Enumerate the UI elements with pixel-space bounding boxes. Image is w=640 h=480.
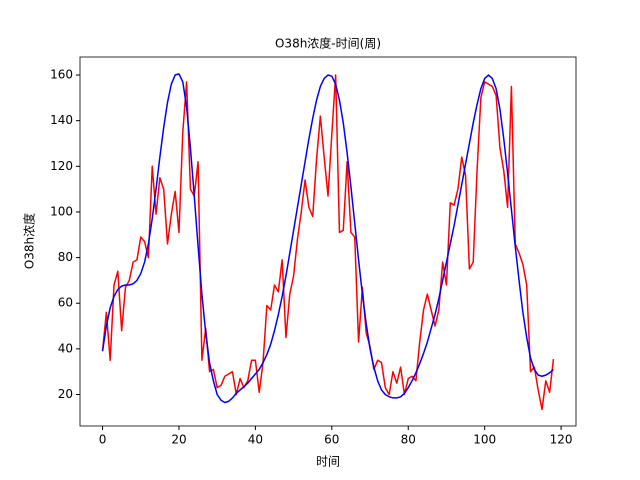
y-tick-label: 120 (50, 159, 73, 173)
x-tick-label: 60 (324, 433, 339, 447)
y-tick-label: 160 (50, 68, 73, 82)
y-tick-label: 80 (58, 250, 73, 264)
x-axis-label: 时间 (316, 455, 340, 469)
x-tick-label: 20 (171, 433, 186, 447)
x-tick-label: 0 (99, 433, 107, 447)
x-tick-label: 40 (248, 433, 263, 447)
plot-frame (79, 56, 577, 427)
chart-title: O38h浓度-时间(周) (275, 36, 381, 51)
y-tick-label: 40 (58, 341, 73, 355)
y-tick-label: 140 (50, 113, 73, 127)
line-series (101, 74, 555, 411)
y-axis-label: O38h浓度 (22, 213, 37, 269)
x-tick-label: 80 (401, 433, 416, 447)
line-series (101, 73, 554, 404)
x-tick-label: 100 (473, 433, 496, 447)
y-tick-label: 20 (58, 387, 73, 401)
y-tick-label: 100 (50, 204, 73, 218)
y-tick-label: 60 (58, 296, 73, 310)
x-tick-label: 120 (550, 433, 573, 447)
